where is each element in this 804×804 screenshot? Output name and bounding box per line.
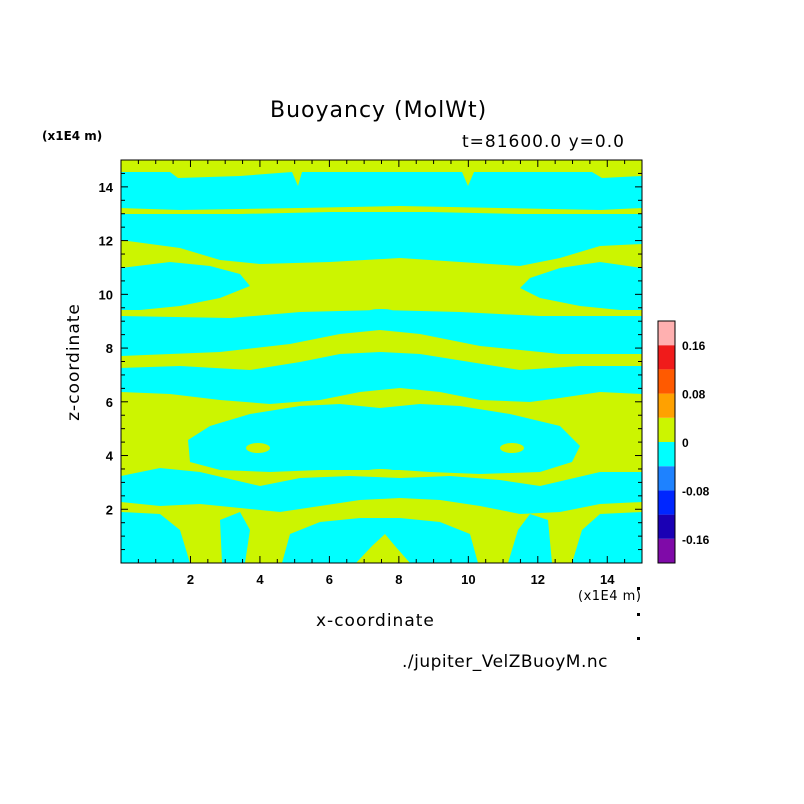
negative-region <box>520 262 642 310</box>
negative-region <box>121 468 642 514</box>
negative-region <box>121 172 642 210</box>
colorbar-tick-label: 0 <box>682 436 689 450</box>
negative-region <box>121 310 642 356</box>
colorbar-swatch <box>658 514 675 539</box>
x-axis-units: (x1E4 m) <box>578 589 642 604</box>
x-tick-label: 6 <box>326 572 333 587</box>
colorbar-swatch <box>658 538 675 563</box>
chart-title: Buoyancy (MolWt) <box>270 98 488 123</box>
colorbar-swatch <box>658 369 675 394</box>
y-tick-label: 12 <box>99 234 113 249</box>
marker-dot <box>637 613 640 616</box>
colorbar-tick-label: 0.16 <box>682 339 706 353</box>
marker-dot <box>637 587 640 590</box>
marker-dot <box>637 637 640 640</box>
x-tick-label: 4 <box>256 572 264 587</box>
negative-region <box>282 518 478 563</box>
negative-region <box>188 404 580 474</box>
negative-region <box>508 514 552 563</box>
colorbar: -0.16 -0.08 0 0.08 0.16 <box>657 320 710 564</box>
y-tick-label: 10 <box>99 287 113 302</box>
colorbar-swatch <box>658 393 675 418</box>
plot-area <box>121 160 642 563</box>
negative-region <box>121 262 250 310</box>
colorbar-swatch <box>658 466 675 491</box>
x-tick-label: 2 <box>187 572 194 587</box>
negative-region <box>572 512 642 563</box>
negative-region <box>121 352 642 404</box>
colorbar-swatch <box>658 490 675 515</box>
chart-subtitle: t=81600.0 y=0.0 <box>462 132 625 152</box>
positive-region <box>246 443 270 453</box>
colorbar-swatch <box>658 345 675 370</box>
positive-region <box>365 469 397 475</box>
x-axis-label: x-coordinate <box>316 611 435 631</box>
colorbar-swatch <box>658 417 675 442</box>
source-filename: ./jupiter_VelZBuoyM.nc <box>402 652 608 672</box>
x-tick-label: 8 <box>395 572 402 587</box>
axes-group: 2 4 6 8 10 12 14 2 4 6 8 10 12 14 <box>99 160 642 587</box>
negative-region <box>121 212 642 266</box>
colorbar-frame <box>657 320 676 564</box>
colorbar-swatch <box>658 321 675 346</box>
colorbar-swatch <box>658 442 675 467</box>
y-tick-label: 14 <box>99 180 114 195</box>
y-tick-label: 6 <box>106 395 113 410</box>
y-tick-label: 4 <box>106 449 114 464</box>
colorbar-tick-label: -0.08 <box>682 484 710 498</box>
negative-region <box>121 512 190 563</box>
y-tick-label: 2 <box>106 502 113 517</box>
x-tick-label: 10 <box>461 572 475 587</box>
negative-region <box>369 309 393 313</box>
colorbar-tick-label: 0.08 <box>682 388 706 402</box>
y-axis-units: (x1E4 m) <box>42 129 103 143</box>
negative-region <box>220 512 250 563</box>
x-tick-label: 14 <box>600 572 615 587</box>
x-tick-label: 12 <box>531 572 545 587</box>
colorbar-tick-label: -0.16 <box>682 533 710 547</box>
y-tick-label: 8 <box>106 341 113 356</box>
positive-region <box>500 443 524 453</box>
